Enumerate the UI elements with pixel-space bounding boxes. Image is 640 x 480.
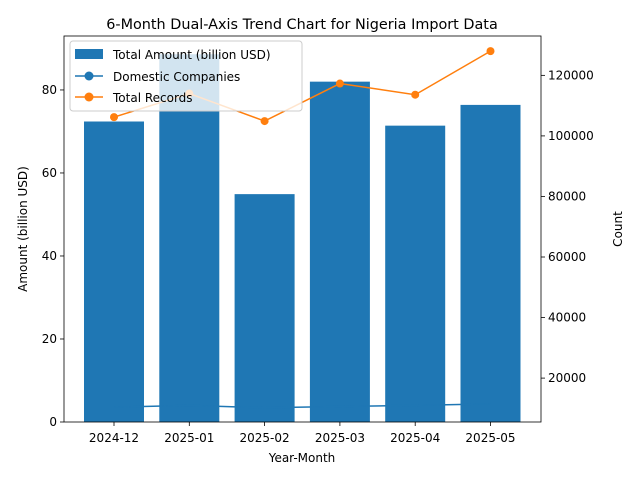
x-tick-label: 2025-03 <box>315 431 365 445</box>
right-y-tick-label: 100000 <box>548 129 594 143</box>
left-y-axis-ticks: 0 20 40 60 80 <box>42 83 64 429</box>
x-axis-label: Year-Month <box>268 451 336 465</box>
right-y-tick-label: 120000 <box>548 68 594 82</box>
legend: Total Amount (billion USD) Domestic Comp… <box>69 40 303 112</box>
x-tick-label: 2024-12 <box>89 431 139 445</box>
left-y-tick-label: 80 <box>42 83 57 97</box>
legend-marker-domestic-companies <box>84 71 94 81</box>
left-y-tick-label: 40 <box>42 249 57 263</box>
legend-swatch-total-amount <box>75 49 103 59</box>
legend-label-total-records: Total Records <box>112 91 193 105</box>
bar-2024-12 <box>84 121 144 423</box>
point-total-records-2025-02 <box>260 117 269 126</box>
legend-label-domestic-companies: Domestic Companies <box>113 70 240 84</box>
point-total-records-2024-12 <box>110 113 118 122</box>
x-tick-label: 2025-01 <box>164 431 214 445</box>
point-total-records-2025-05 <box>486 47 495 56</box>
right-y-axis-ticks: 20000 40000 60000 80000 100000 120000 <box>541 68 594 385</box>
x-tick-label: 2025-05 <box>465 431 515 445</box>
left-y-tick-label: 60 <box>42 166 57 180</box>
bar-2025-01 <box>159 54 220 423</box>
bar-2025-05 <box>460 104 521 422</box>
point-total-records-2025-04 <box>411 90 420 99</box>
bar-2025-04 <box>385 125 446 422</box>
left-y-tick-label: 20 <box>42 332 57 346</box>
x-axis-ticks: 2024-12 2025-01 2025-02 2025-03 2025-04 2025-… <box>89 422 516 445</box>
x-tick-label: 2025-04 <box>390 431 440 445</box>
chart-title: 6-Month Dual-Axis Trend Chart for Nigeri… <box>106 17 498 33</box>
bar-2025-02 <box>234 194 295 422</box>
left-y-axis-label: Amount (billion USD) <box>16 166 30 292</box>
right-y-tick-label: 40000 <box>548 311 586 325</box>
x-tick-label: 2025-02 <box>240 431 290 445</box>
left-y-tick-label: 0 <box>49 415 57 429</box>
legend-label-total-amount: Total Amount (billion USD) <box>112 48 271 62</box>
right-y-tick-label: 60000 <box>548 250 586 264</box>
bar-2025-03 <box>309 81 370 422</box>
right-y-tick-label: 20000 <box>548 371 586 385</box>
point-total-records-2025-03 <box>335 79 344 88</box>
plot-frame <box>63 35 542 423</box>
legend-marker-total-records <box>84 92 94 102</box>
legend-box <box>69 40 303 112</box>
bar-series <box>84 54 521 423</box>
line-domestic-companies <box>113 403 491 409</box>
right-y-axis-label: Count <box>611 211 625 247</box>
right-y-tick-label: 80000 <box>548 189 586 203</box>
